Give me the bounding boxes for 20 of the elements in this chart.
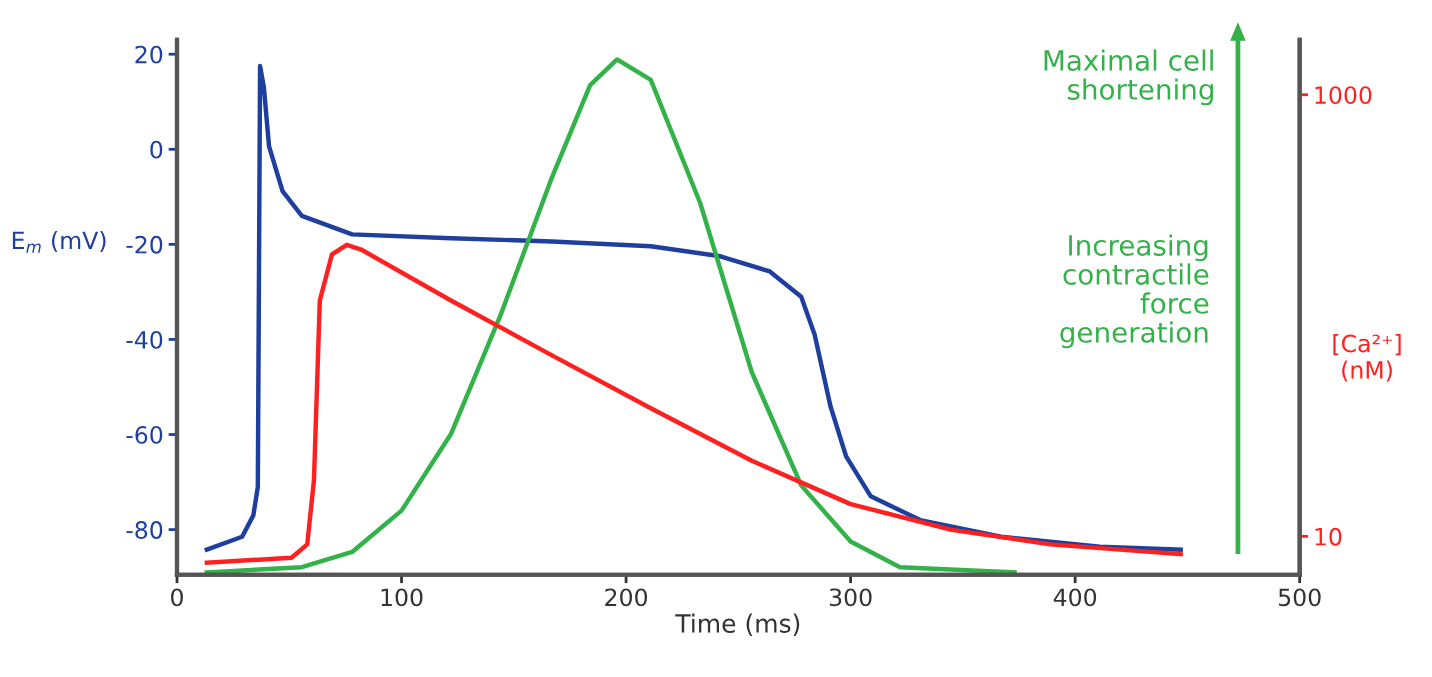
x-tick-label: 0 <box>171 588 183 607</box>
line-series <box>204 57 1017 575</box>
x-tick-label: 400 <box>1053 588 1097 607</box>
y-tick-label: 20 <box>135 45 163 64</box>
y-tick-label: -60 <box>126 425 163 444</box>
y2-tick-label: 10 <box>1315 527 1342 546</box>
y-tick-label: -80 <box>126 521 163 539</box>
x-axis-title: Time (ms) <box>675 613 800 636</box>
y2-tick-label: 1000 <box>1315 86 1372 105</box>
y2-axis-title: [Ca²⁺] (nM) <box>1333 334 1401 382</box>
y-axis-title: E$_{m}$ (mV) <box>12 231 106 253</box>
annotation: Increasing contractile force generation <box>1060 234 1209 349</box>
x-tick-label: 300 <box>829 588 872 607</box>
y-tick-label: -20 <box>126 235 163 254</box>
x-tick-label: 500 <box>1278 588 1321 607</box>
x-tick-label: 200 <box>605 588 648 607</box>
y-tick-label: 0 <box>150 140 163 159</box>
annotation: Maximal cell shortening <box>1044 49 1213 106</box>
y-tick-label: -40 <box>126 330 163 349</box>
x-tick-label: 100 <box>381 588 423 607</box>
